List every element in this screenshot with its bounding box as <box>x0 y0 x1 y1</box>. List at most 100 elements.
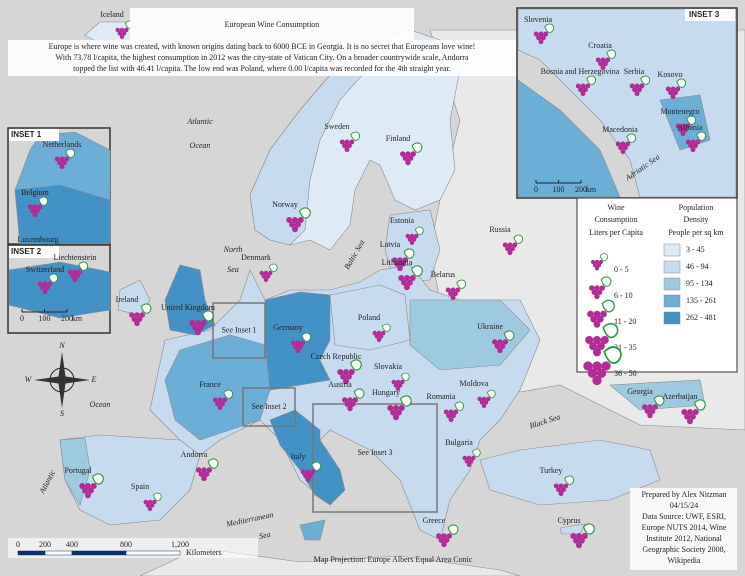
country-label: Spain <box>131 482 149 491</box>
grape <box>200 320 207 326</box>
grape <box>466 455 472 461</box>
grape-leaf <box>454 401 465 411</box>
grape <box>349 401 356 407</box>
country-label: Macedonia <box>602 125 638 134</box>
grape <box>411 237 417 242</box>
grape <box>598 61 604 67</box>
grape <box>119 34 125 40</box>
grape <box>455 287 461 293</box>
grape <box>337 369 344 375</box>
country-label: Croatia <box>588 41 612 50</box>
country-label: Georgia <box>627 387 653 396</box>
sea-label: Sea <box>227 265 239 274</box>
grape-icon <box>129 303 152 327</box>
grape-icon <box>259 263 278 283</box>
grape <box>348 369 355 375</box>
grape <box>450 413 456 419</box>
grape <box>560 487 566 493</box>
grape <box>305 477 311 483</box>
country-label: Montenegro <box>660 107 699 116</box>
legend-label: 6 - 10 <box>614 291 633 300</box>
sea-label: Atlantic <box>186 117 213 126</box>
grape-leaf <box>503 330 515 341</box>
country-label: Poland <box>358 313 380 322</box>
grape <box>374 334 380 339</box>
grape <box>344 401 351 407</box>
see-inset-label: See Inset 3 <box>357 448 392 457</box>
grape-icon <box>342 388 365 412</box>
grape <box>409 240 415 246</box>
country-label: Moldova <box>460 379 489 388</box>
description-box <box>8 40 516 76</box>
scale-segment <box>17 550 46 556</box>
country-label: Finland <box>386 134 410 143</box>
grape <box>647 404 653 410</box>
grape <box>591 289 598 295</box>
grape <box>307 473 313 479</box>
grape <box>44 285 50 291</box>
country <box>517 8 737 198</box>
country-label: Slovakia <box>374 362 402 371</box>
grape <box>217 405 223 411</box>
grape <box>492 339 498 345</box>
grape <box>217 397 223 403</box>
grape-leaf <box>640 75 651 85</box>
grape <box>536 35 542 41</box>
grape <box>690 139 696 145</box>
grape-leaf <box>223 389 234 399</box>
grape <box>295 348 301 354</box>
grape <box>64 156 70 162</box>
grape <box>680 131 686 137</box>
sea-label: Sea <box>258 530 271 541</box>
grape-icon <box>196 458 219 482</box>
inset-frame <box>242 387 296 427</box>
legend-title: Consumption <box>594 215 637 224</box>
grape-icon <box>595 49 617 71</box>
grape <box>401 279 408 286</box>
country-label: Russia <box>489 225 511 234</box>
country-label: Switzerland <box>26 265 64 274</box>
grape <box>192 324 199 331</box>
grape-icon <box>589 276 612 300</box>
country-label: Sweden <box>324 122 349 131</box>
grape <box>290 340 296 346</box>
grape <box>632 87 638 93</box>
grape-icon <box>590 253 609 271</box>
country <box>8 261 111 319</box>
inset-title: INSET 1 <box>11 130 42 139</box>
grape <box>665 86 671 92</box>
grape-leaf <box>207 458 219 469</box>
grape-icon <box>339 131 361 153</box>
grape <box>695 139 701 145</box>
grape-leaf <box>603 346 622 364</box>
description-line: With 73.78 l/capita, the highest consump… <box>56 53 469 62</box>
legend-label: 135 - 261 <box>686 296 717 305</box>
grape <box>570 533 577 539</box>
compass-letter: N <box>58 341 65 350</box>
grape <box>339 139 345 145</box>
grape <box>303 473 309 479</box>
see-inset-label: See Inset 2 <box>251 402 286 411</box>
grape-icon <box>553 475 575 497</box>
grape <box>57 160 63 166</box>
grape <box>352 397 358 403</box>
grape <box>675 123 681 129</box>
grape <box>670 94 676 100</box>
grape <box>448 409 454 415</box>
credit-line: Geographic Society 2008, <box>642 545 725 554</box>
grape <box>448 291 454 297</box>
legend-label: 3 - 45 <box>686 245 705 254</box>
grape <box>502 242 508 248</box>
grape-leaf <box>152 492 162 502</box>
title-box <box>130 8 414 40</box>
grape-icon <box>443 401 465 423</box>
grape <box>594 259 600 265</box>
grape-leaf <box>456 279 467 289</box>
scale-segment <box>44 550 73 556</box>
description-line: Europe is where wine was created, with k… <box>49 42 476 51</box>
grape-icon <box>681 399 706 425</box>
country-label: Luxembourg <box>17 235 58 244</box>
grape <box>592 335 602 345</box>
grape <box>404 284 410 291</box>
grape <box>147 499 153 505</box>
